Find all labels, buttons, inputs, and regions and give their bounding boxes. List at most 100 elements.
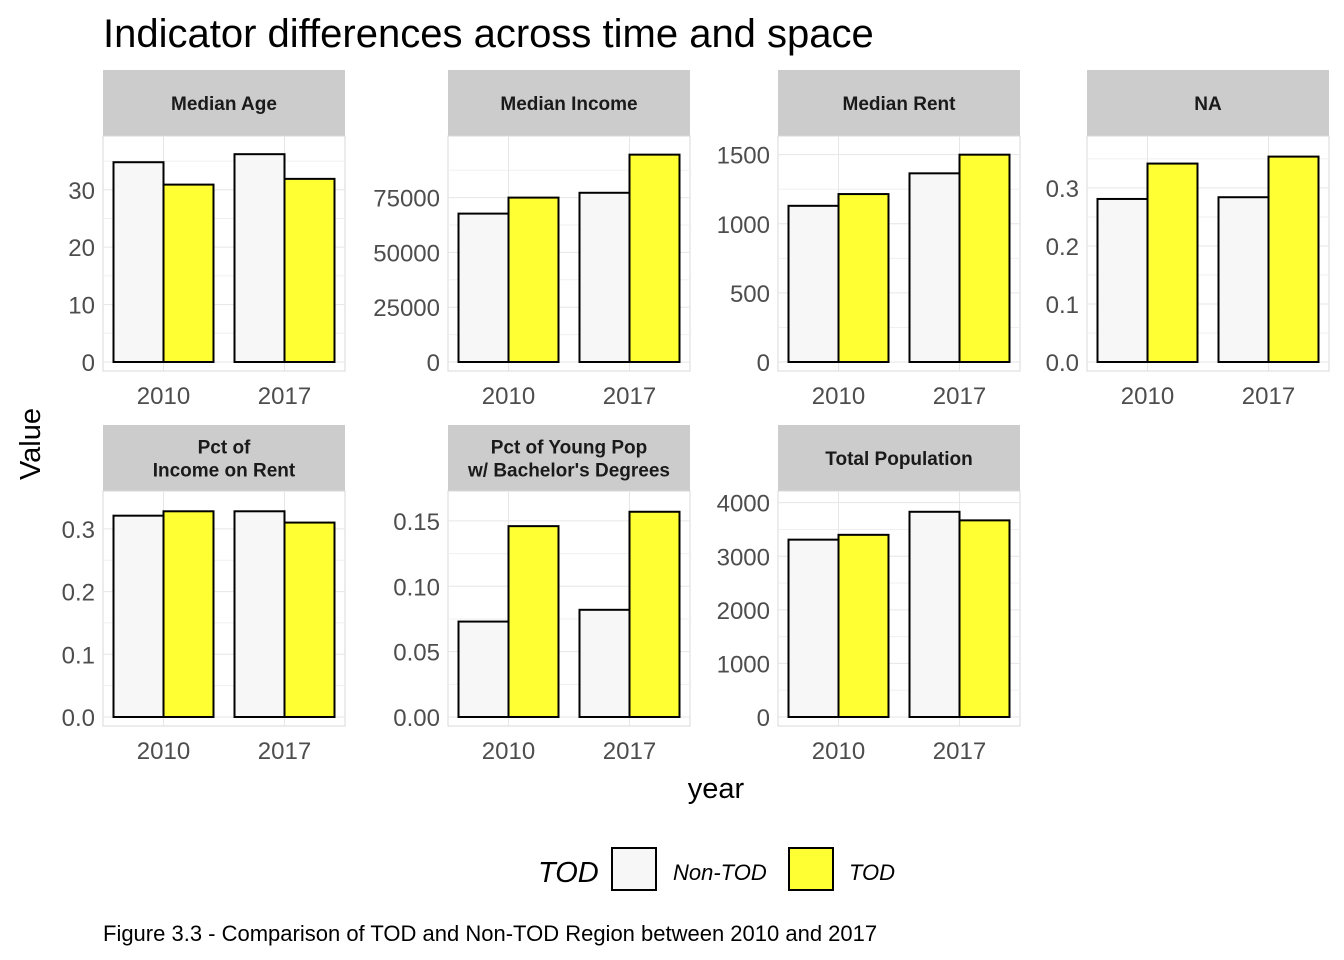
bar-non-tod-2017 xyxy=(233,510,286,719)
facet-na: NA 0.0 0.1 0.2 0.3 2010 2017 xyxy=(1046,70,1330,410)
bar-tod-2017 xyxy=(628,510,681,718)
y-tick-label: 0.1 xyxy=(1046,292,1079,319)
bar-tod-2010 xyxy=(507,525,560,719)
x-tick-label: 2010 xyxy=(482,738,535,765)
bar-non-tod-2010 xyxy=(112,514,165,719)
facet-strip-label: Median Age xyxy=(171,94,277,115)
facet-strip-label: Median Rent xyxy=(843,94,957,115)
y-tick-label: 3000 xyxy=(717,544,770,571)
chart-title: Indicator differences across time and sp… xyxy=(103,12,874,56)
bar-tod-2017 xyxy=(958,519,1011,718)
facet-strip-label: Income on Rent xyxy=(153,461,296,482)
facet-median-income: Median Income 0 25000 50000 75000 2010 2017 xyxy=(373,70,691,410)
y-tick-label: 50000 xyxy=(373,240,440,267)
x-tick-label: 2017 xyxy=(933,738,986,765)
facet-strip-label: Total Population xyxy=(825,449,972,470)
x-tick-label: 2017 xyxy=(258,738,311,765)
bar-tod-2010 xyxy=(162,183,215,363)
x-tick-label: 2010 xyxy=(1121,383,1174,410)
figure-caption: Figure 3.3 - Comparison of TOD and Non-T… xyxy=(103,921,877,946)
facet-median-rent: Median Rent 0 500 1000 1500 2010 2017 xyxy=(717,70,1021,410)
facet-median-age: Median Age 0 10 20 30 2010 2017 xyxy=(68,70,346,410)
y-tick-label: 0 xyxy=(82,350,95,377)
bar-non-tod-2010 xyxy=(787,538,840,718)
bar-non-tod-2010 xyxy=(457,620,510,718)
bar-tod-2010 xyxy=(507,196,560,363)
bar-non-tod-2017 xyxy=(908,172,961,363)
y-tick-label: 0.3 xyxy=(1046,176,1079,203)
y-tick-label: 0.2 xyxy=(62,580,95,607)
legend-title: TOD xyxy=(538,857,599,889)
x-tick-label: 2017 xyxy=(1242,383,1295,410)
facet-strip xyxy=(778,70,1020,136)
x-tick-label: 2010 xyxy=(137,738,190,765)
legend: TOD Non-TOD TOD xyxy=(538,847,895,891)
y-tick-label: 0 xyxy=(427,350,440,377)
legend-label-tod: TOD xyxy=(849,860,895,885)
bar-tod-2010 xyxy=(162,510,215,719)
bar-non-tod-2017 xyxy=(578,608,631,719)
x-tick-label: 2017 xyxy=(258,383,311,410)
y-tick-label: 0.00 xyxy=(393,705,440,732)
facet-total-population: Total Population 0 1000 2000 3000 4000 2010 201… xyxy=(717,425,1021,765)
y-tick-label: 30 xyxy=(68,178,95,205)
y-tick-label: 500 xyxy=(730,281,770,308)
y-tick-label: 0.3 xyxy=(62,517,95,544)
y-tick-label: 0 xyxy=(757,350,770,377)
facet-strip-label: Pct of Young Pop xyxy=(491,438,648,459)
x-tick-label: 2010 xyxy=(812,383,865,410)
y-tick-label: 1000 xyxy=(717,212,770,239)
facet-panels: Median Age 0 10 20 30 2010 2017 Median Income 0 2… xyxy=(62,70,1330,765)
y-tick-label: 1000 xyxy=(717,651,770,678)
bar-non-tod-2017 xyxy=(578,191,631,363)
bar-non-tod-2017 xyxy=(233,153,286,363)
y-tick-label: 75000 xyxy=(373,186,440,213)
x-tick-label: 2017 xyxy=(603,738,656,765)
bar-tod-2017 xyxy=(958,153,1011,363)
facet-strip-label: Pct of xyxy=(198,438,251,459)
y-tick-label: 20 xyxy=(68,235,95,262)
bar-tod-2017 xyxy=(628,153,681,363)
bar-non-tod-2017 xyxy=(908,510,961,718)
facet-strip xyxy=(103,70,345,136)
bar-tod-2017 xyxy=(283,177,336,363)
facet-strip-label: Median Income xyxy=(500,94,637,115)
x-tick-label: 2010 xyxy=(812,738,865,765)
x-tick-label: 2010 xyxy=(482,383,535,410)
facet-strip xyxy=(448,425,690,491)
y-axis-title: Value xyxy=(15,408,47,480)
bar-tod-2010 xyxy=(837,193,890,363)
legend-label-non-tod: Non-TOD xyxy=(673,860,767,885)
y-tick-label: 0.0 xyxy=(62,705,95,732)
facet-strip-label: NA xyxy=(1194,94,1222,115)
bar-non-tod-2017 xyxy=(1217,196,1270,363)
y-tick-label: 0.2 xyxy=(1046,234,1079,261)
y-tick-label: 0.1 xyxy=(62,642,95,669)
y-tick-label: 4000 xyxy=(717,491,770,518)
bar-non-tod-2010 xyxy=(787,204,840,363)
facet-strip xyxy=(778,425,1020,491)
x-tick-label: 2017 xyxy=(933,383,986,410)
bar-non-tod-2010 xyxy=(1096,197,1149,363)
facet-strip-label: w/ Bachelor's Degrees xyxy=(467,461,670,482)
bar-tod-2010 xyxy=(837,533,890,718)
y-tick-label: 10 xyxy=(68,293,95,320)
legend-key-tod xyxy=(788,847,834,891)
bar-tod-2010 xyxy=(1146,162,1199,363)
x-axis-title: year xyxy=(688,773,745,805)
legend-key-non-tod xyxy=(611,847,657,891)
y-tick-label: 0.0 xyxy=(1046,350,1079,377)
facet-strip xyxy=(1087,70,1329,136)
y-tick-label: 25000 xyxy=(373,295,440,322)
y-tick-label: 2000 xyxy=(717,598,770,625)
bar-non-tod-2010 xyxy=(112,161,165,363)
bar-tod-2017 xyxy=(1267,155,1320,363)
y-tick-label: 0 xyxy=(757,705,770,732)
x-tick-label: 2017 xyxy=(603,383,656,410)
facet-strip xyxy=(103,425,345,491)
facet-strip xyxy=(448,70,690,136)
y-tick-label: 0.05 xyxy=(393,640,440,667)
